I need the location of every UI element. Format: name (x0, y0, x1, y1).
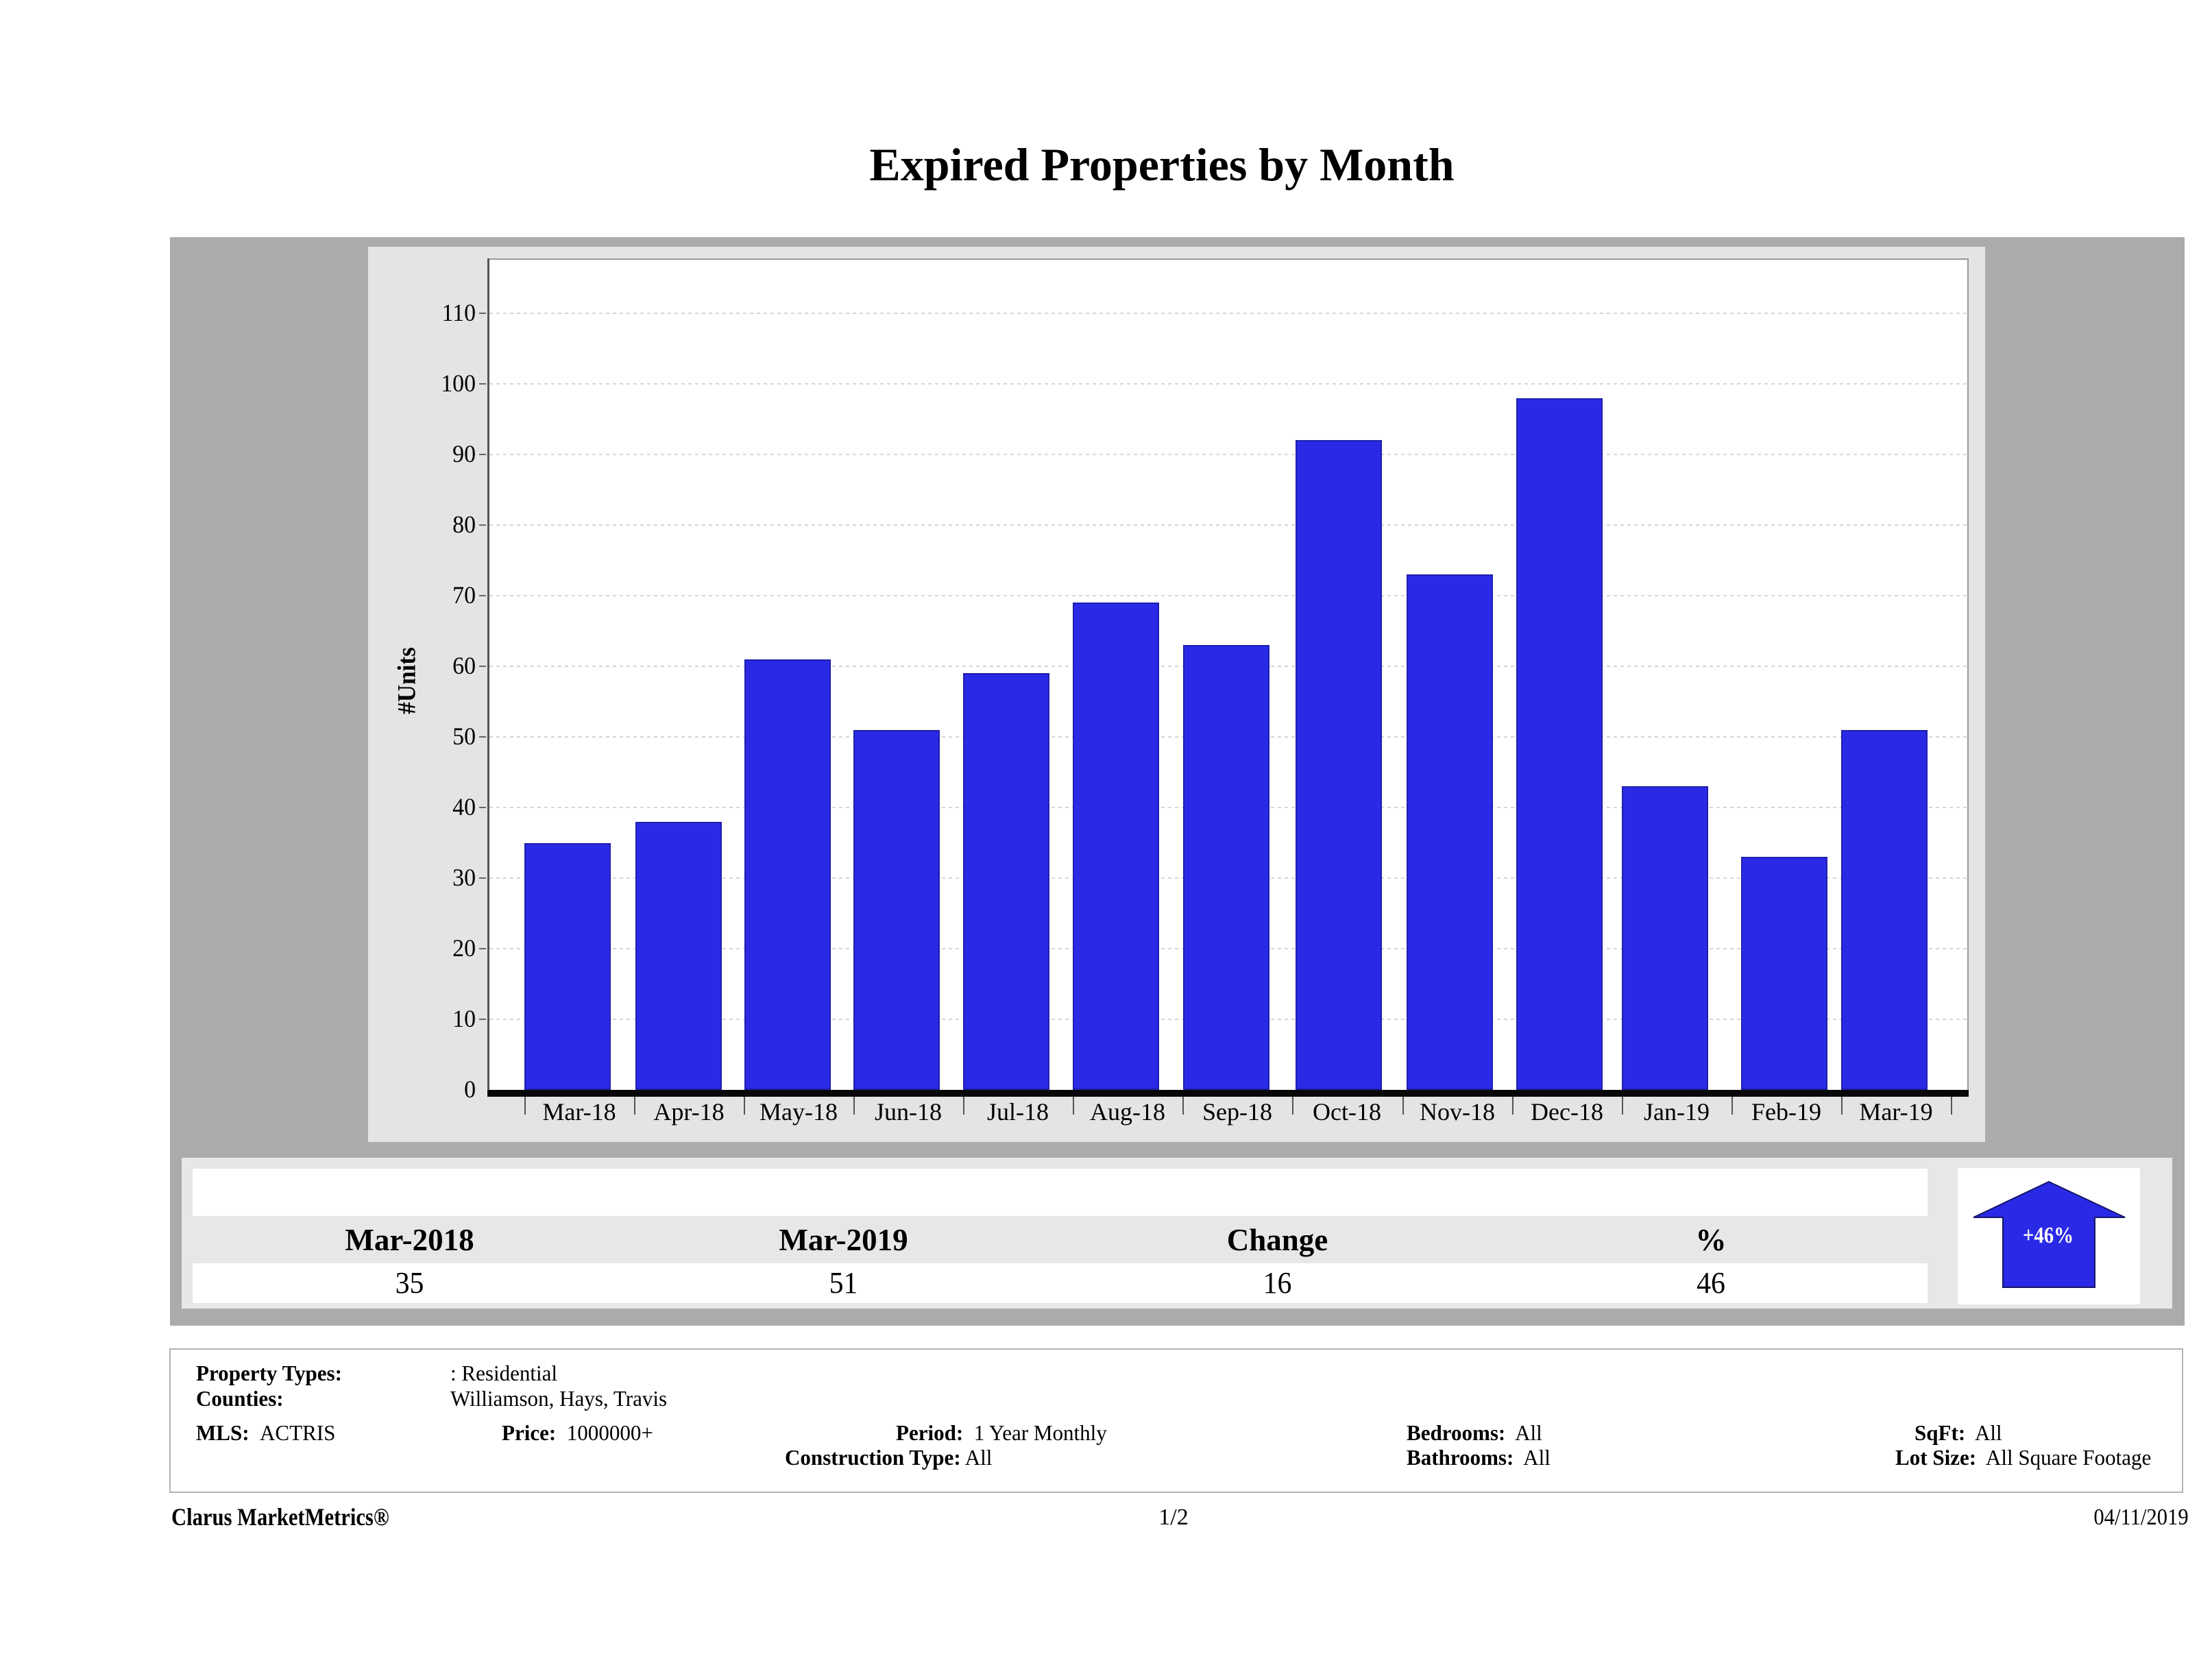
svg-text:+46%: +46% (2023, 1223, 2074, 1248)
